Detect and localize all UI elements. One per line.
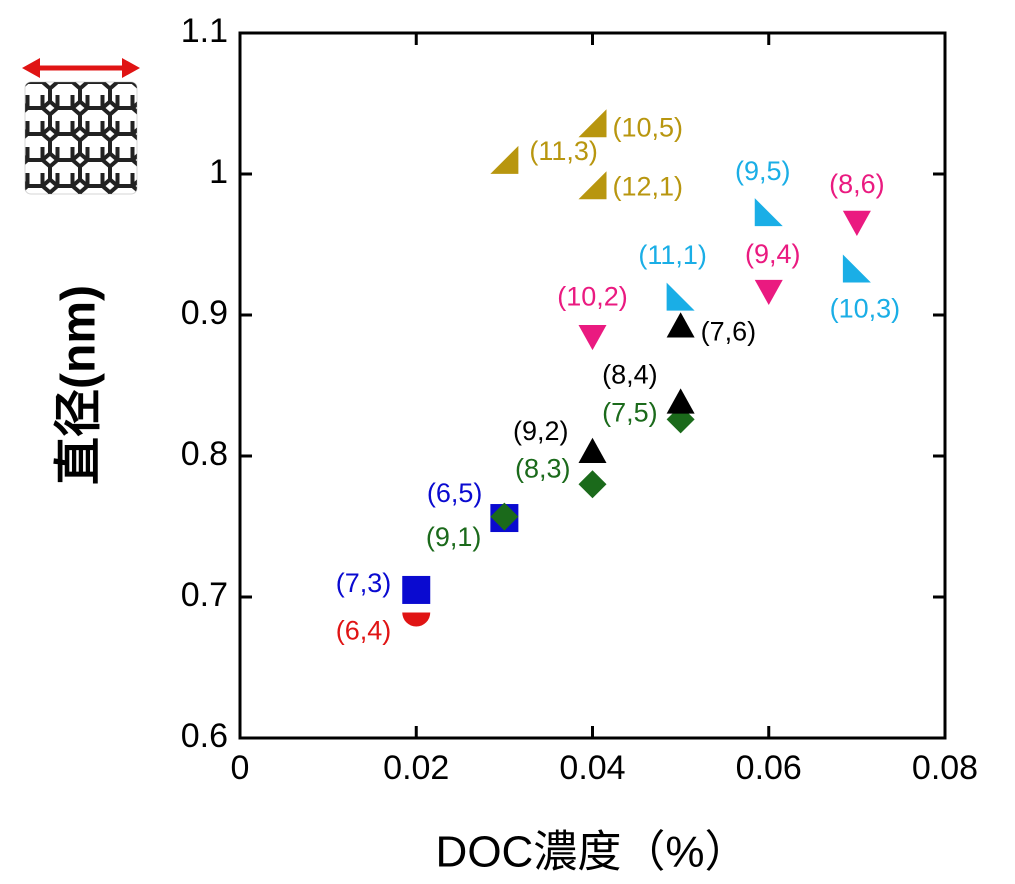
point-label: (9,2) [513, 416, 569, 446]
marker [666, 312, 695, 338]
point-label: (6,5) [427, 478, 483, 508]
nanotube-icon [22, 58, 140, 195]
x-tick-label: 0.08 [912, 749, 978, 787]
y-tick-label: 0.8 [181, 435, 228, 473]
marker [754, 279, 783, 306]
point-label: (11,1) [638, 240, 707, 270]
point-label: (7,5) [602, 397, 658, 427]
point-label: (9,4) [745, 239, 801, 269]
point-label: (8,4) [602, 360, 658, 390]
marker [402, 612, 431, 627]
point-label: (10,5) [613, 112, 684, 142]
y-tick-label: 1.1 [181, 12, 228, 50]
y-tick-label: 1 [209, 153, 228, 191]
x-axis-label: DOC濃度（%） [436, 828, 749, 877]
marker [402, 575, 431, 604]
point-label: (8,3) [515, 453, 571, 483]
point-label: (7,6) [701, 316, 757, 346]
marker [490, 502, 519, 531]
marker [666, 282, 695, 311]
point-label: (6,4) [336, 616, 392, 646]
marker [842, 254, 871, 283]
marker [578, 171, 607, 200]
point-label: (12,1) [613, 171, 684, 201]
marker [490, 145, 519, 174]
x-tick-label: 0.06 [736, 749, 802, 787]
marker [754, 198, 783, 227]
point-label: (10,2) [557, 281, 628, 311]
point-label: (8,6) [829, 169, 885, 199]
marker [842, 210, 871, 236]
y-tick-label: 0.6 [181, 717, 228, 755]
point-label: (10,3) [830, 294, 901, 324]
marker [578, 109, 607, 138]
x-tick-label: 0.04 [559, 749, 625, 787]
marker [578, 470, 607, 499]
point-label: (9,5) [735, 156, 791, 186]
y-tick-label: 0.9 [181, 294, 228, 332]
marker [578, 437, 607, 463]
marker [666, 388, 695, 414]
x-tick-label: 0 [231, 749, 250, 787]
y-tick-label: 0.7 [181, 576, 228, 614]
point-label: (7,3) [336, 568, 392, 598]
point-label: (9,1) [426, 522, 482, 552]
point-label: (11,3) [529, 136, 598, 166]
y-axis-label: 直径(nm) [53, 285, 106, 485]
marker [578, 324, 607, 351]
x-tick-label: 0.02 [383, 749, 449, 787]
